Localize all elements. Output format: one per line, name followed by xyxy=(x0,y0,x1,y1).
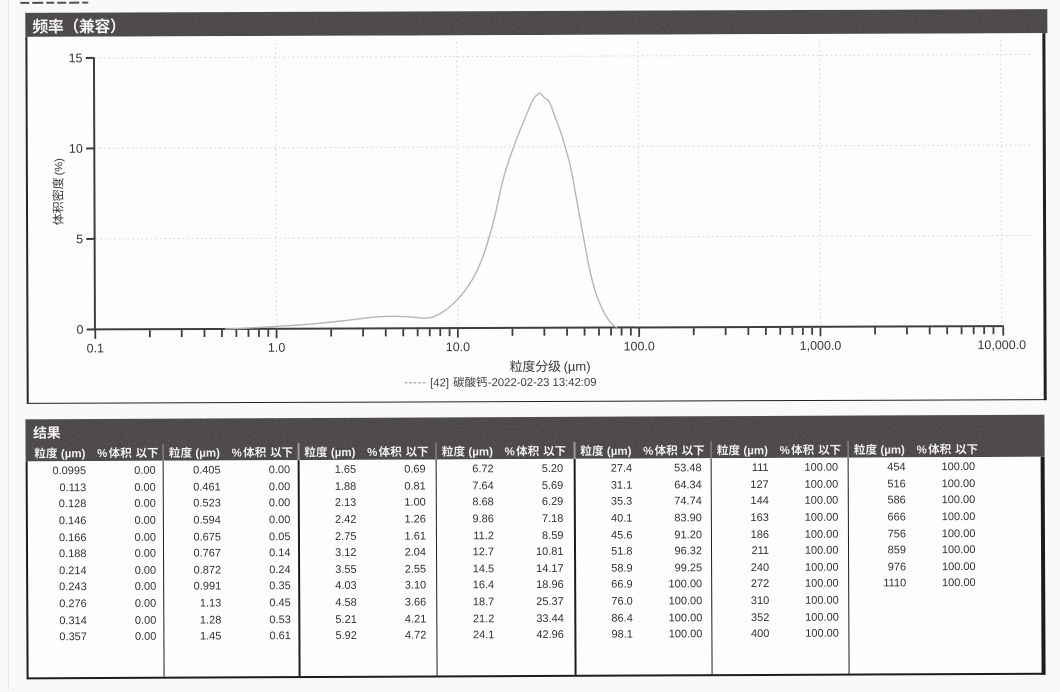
svg-text:(µm): (µm) xyxy=(743,445,768,457)
svg-text:(µm): (µm) xyxy=(880,445,905,457)
svg-text:(µm): (µm) xyxy=(331,447,356,459)
svg-text:%: % xyxy=(97,448,107,460)
svg-text:(µm): (µm) xyxy=(61,448,86,460)
svg-text:%: % xyxy=(643,446,653,458)
svg-text:(µm): (µm) xyxy=(468,446,493,458)
svg-text:%: % xyxy=(505,446,515,458)
svg-text:%: % xyxy=(917,444,927,456)
svg-text:(µm): (µm) xyxy=(195,448,220,460)
svg-text:%: % xyxy=(367,447,377,459)
svg-text:(µm): (µm) xyxy=(607,446,632,458)
svg-text:%: % xyxy=(232,448,242,460)
svg-text:%: % xyxy=(780,445,790,457)
